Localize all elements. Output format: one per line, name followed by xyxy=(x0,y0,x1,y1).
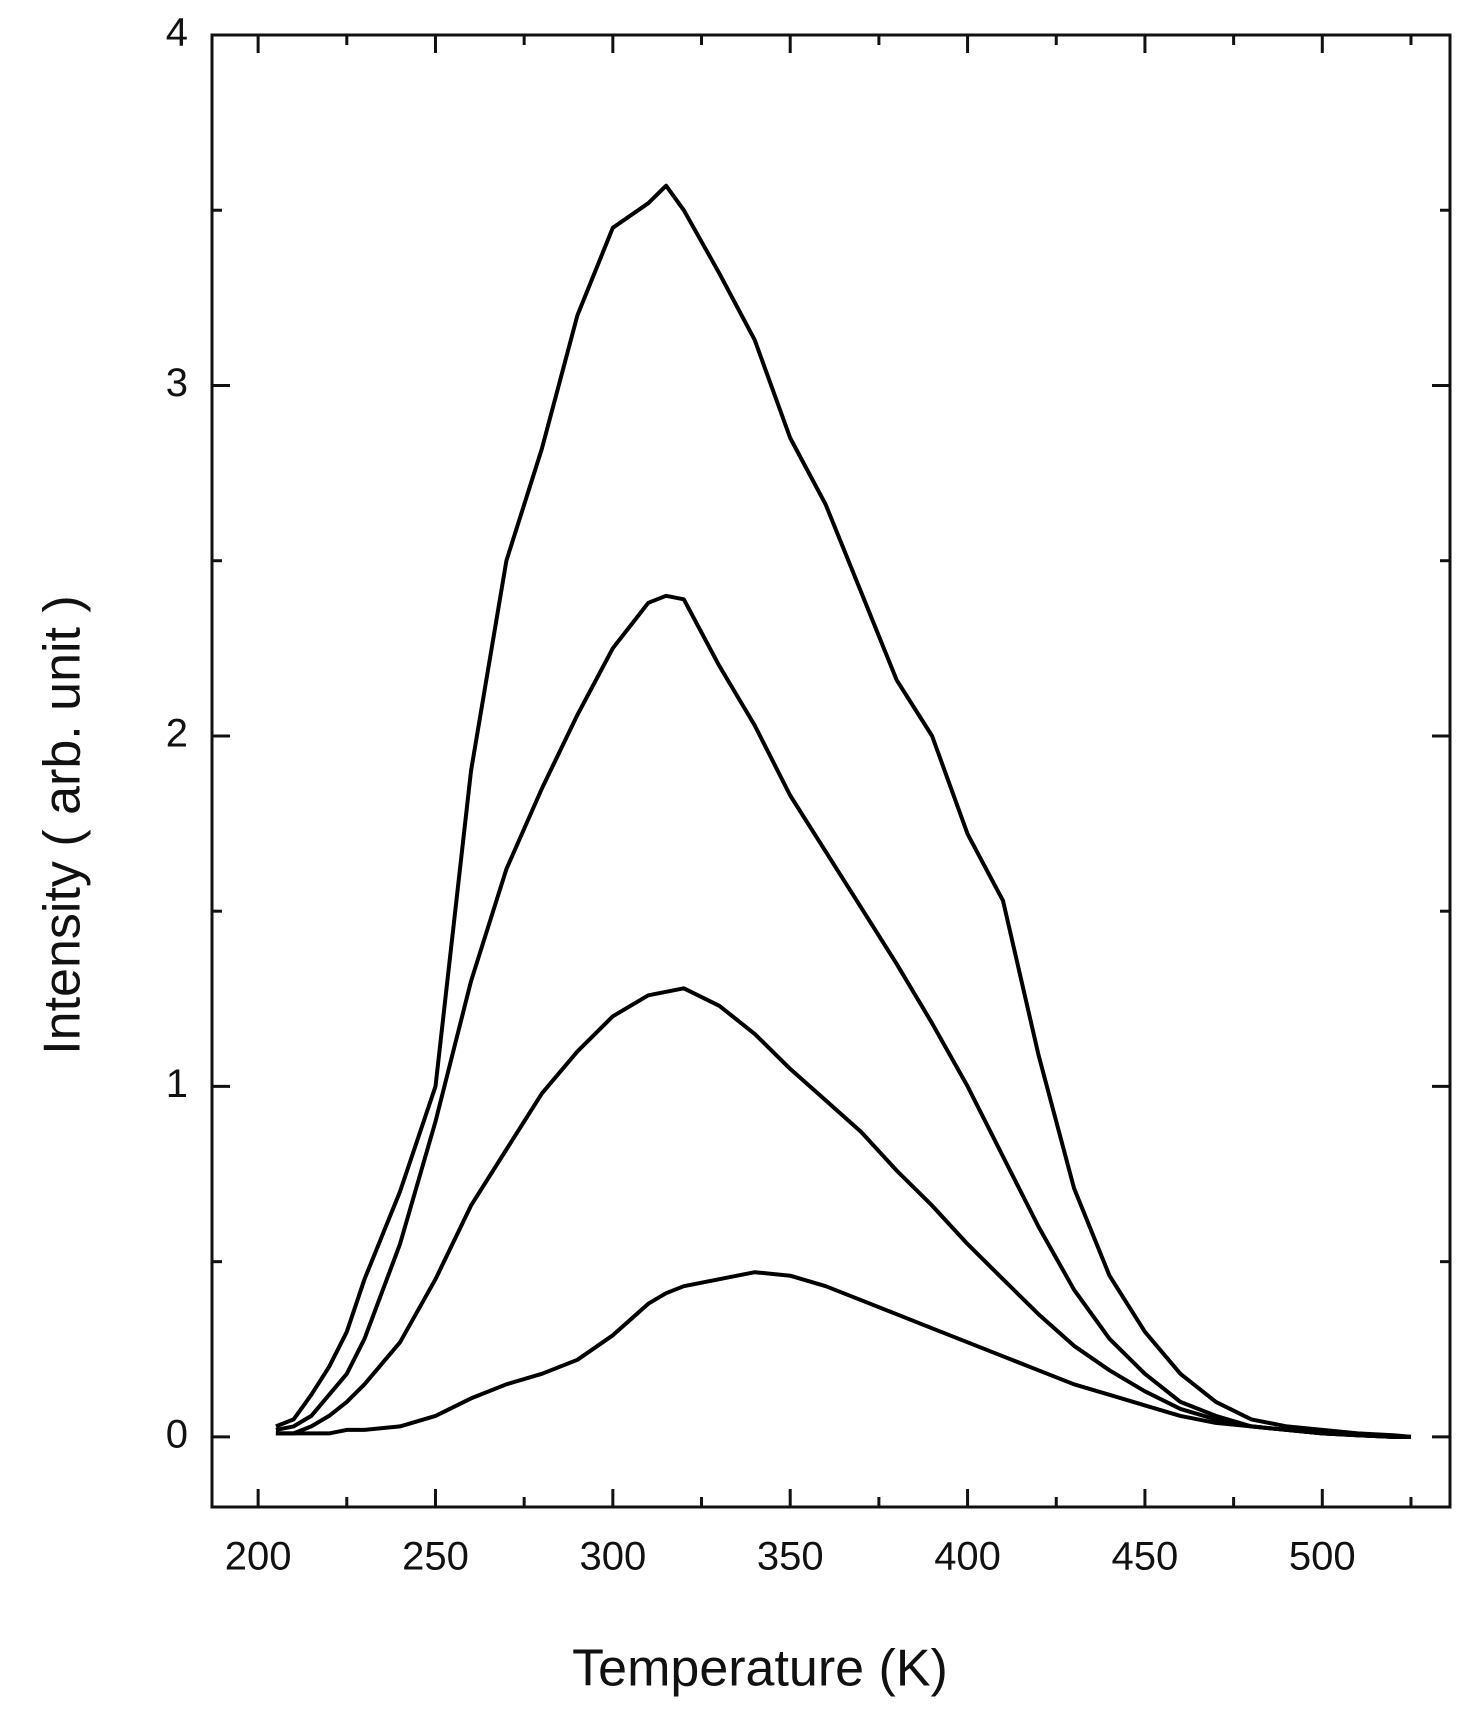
plot-frame xyxy=(210,33,1452,1509)
x-tick-label: 350 xyxy=(757,1535,824,1579)
y-axis-title: Intensity ( arb. unit ) xyxy=(34,595,92,1055)
x-tick-label: 500 xyxy=(1289,1535,1356,1579)
data-line xyxy=(275,1270,1411,1439)
x-axis-title: Temperature (K) xyxy=(572,1640,948,1698)
x-tick-label: 450 xyxy=(1112,1535,1179,1579)
data-line xyxy=(275,183,1412,1439)
y-tick-label: 1 xyxy=(166,1062,188,1106)
x-tick-label: 250 xyxy=(402,1535,469,1579)
data-line xyxy=(275,986,1411,1439)
x-tick-label: 200 xyxy=(225,1535,292,1579)
y-tick-label: 3 xyxy=(166,361,188,405)
data-line xyxy=(275,593,1411,1439)
y-tick-label: 4 xyxy=(166,11,188,55)
x-tick-label: 400 xyxy=(934,1535,1001,1579)
x-tick-label: 300 xyxy=(579,1535,646,1579)
y-tick-label: 2 xyxy=(166,712,188,756)
y-tick-label: 0 xyxy=(166,1412,188,1456)
